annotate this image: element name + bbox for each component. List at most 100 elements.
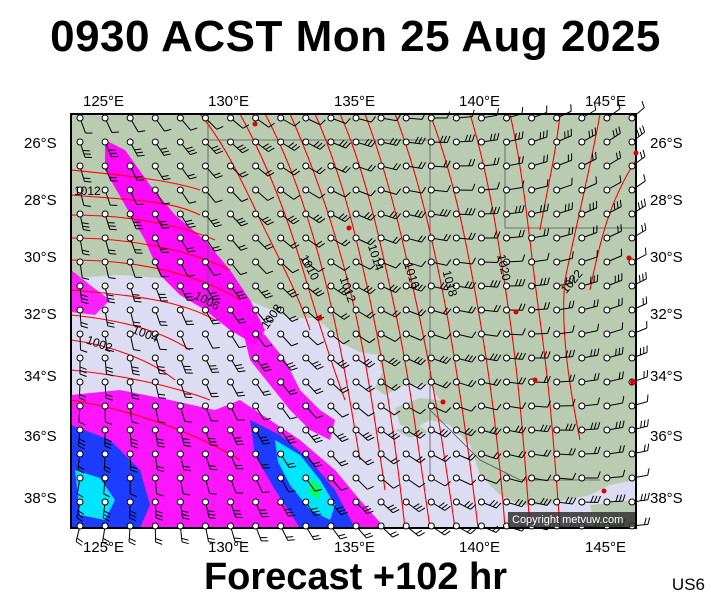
- grid-station: [151, 498, 159, 506]
- lat-label: 36°S: [650, 428, 683, 445]
- grid-station: [628, 474, 636, 482]
- grid-station: [352, 378, 360, 386]
- wind-barb-feather: [639, 151, 643, 159]
- grid-station: [201, 378, 209, 386]
- grid-station: [477, 306, 485, 314]
- wind-barb-feather: [363, 285, 370, 291]
- grid-station: [201, 138, 209, 146]
- grid-station: [101, 162, 109, 170]
- grid-station: [402, 234, 410, 242]
- grid-station: [176, 162, 184, 170]
- wind-barb-feather: [83, 229, 91, 232]
- wind-barb-feather: [261, 463, 269, 466]
- grid-station: [528, 426, 536, 434]
- grid-station: [553, 258, 561, 266]
- wind-barb-feather: [319, 193, 326, 199]
- wind-barb-feather: [290, 242, 297, 247]
- wind-barb-feather: [615, 348, 617, 356]
- wind-barb-feather: [518, 352, 523, 360]
- wind-barb-feather: [79, 394, 87, 398]
- wind-barb-feather: [496, 379, 502, 386]
- grid-station: [603, 114, 611, 122]
- grid-station: [327, 282, 335, 290]
- wind-barb-feather: [82, 277, 90, 280]
- grid-station: [603, 330, 611, 338]
- wind-barb-feather: [214, 224, 222, 228]
- grid-station: [302, 498, 310, 506]
- wind-barb-feather: [568, 350, 572, 358]
- wind-barb-feather: [155, 510, 163, 514]
- wind-barb-feather: [213, 148, 221, 152]
- wind-barb-feather: [496, 329, 502, 337]
- wind-barb-feather: [616, 201, 619, 209]
- wind-barb-feather: [588, 130, 591, 138]
- grid-station: [402, 498, 410, 506]
- grid-station: [427, 378, 435, 386]
- wind-barb-feather: [368, 387, 375, 393]
- grid-station: [603, 378, 611, 386]
- wind-barb-feather: [622, 395, 625, 404]
- wind-barb-feather: [208, 513, 216, 516]
- grid-station: [553, 162, 561, 170]
- wind-barb-feather: [392, 509, 400, 514]
- wind-barb-feather: [518, 156, 521, 164]
- wind-barb-feather: [238, 370, 246, 373]
- grid-station: [101, 354, 109, 362]
- wind-barb-feather: [268, 122, 275, 128]
- grid-station: [528, 162, 536, 170]
- wind-barb-feather: [571, 275, 575, 284]
- grid-station: [252, 282, 260, 290]
- wind-barb-feather: [396, 188, 402, 195]
- grid-station: [126, 162, 134, 170]
- wind-barb-feather: [288, 364, 296, 369]
- wind-barb-feather: [366, 238, 373, 244]
- wind-barb-feather: [290, 217, 297, 223]
- grid-station: [227, 474, 235, 482]
- wind-barb-feather: [589, 276, 592, 284]
- wind-barb-feather: [495, 527, 502, 533]
- wind-barb-feather: [137, 154, 145, 157]
- wind-barb-feather: [444, 530, 451, 536]
- grid-station: [227, 330, 235, 338]
- wind-barb-feather: [618, 445, 622, 453]
- wind-barb-feather: [643, 517, 647, 525]
- wind-barb-feather: [262, 143, 269, 148]
- wind-barb-feather: [107, 297, 115, 300]
- wind-barb-feather: [572, 300, 575, 308]
- wind-barb-feather: [315, 216, 323, 222]
- grid-station: [553, 306, 561, 314]
- wind-barb-feather: [471, 208, 476, 216]
- grid-station: [628, 330, 636, 338]
- grid-station: [377, 330, 385, 338]
- grid-station: [277, 426, 285, 434]
- wind-barb-feather: [161, 150, 170, 153]
- wind-barb-feather: [468, 306, 473, 313]
- grid-station: [427, 402, 435, 410]
- lon-label: 140°E: [459, 93, 500, 110]
- wind-barb-feather: [464, 427, 470, 434]
- wind-barb-feather: [540, 351, 544, 359]
- wind-barb-feather: [207, 510, 215, 513]
- map-title: 0930 ACST Mon 25 Aug 2025: [50, 12, 661, 61]
- wind-barb-feather: [155, 538, 163, 542]
- grid-station: [277, 162, 285, 170]
- wind-barb-feather: [467, 379, 473, 386]
- grid-station: [377, 138, 385, 146]
- wind-barb-feather: [568, 276, 571, 284]
- grid-station: [151, 282, 159, 290]
- wind-barb-feather: [647, 492, 650, 500]
- wind-barb-feather: [446, 333, 452, 340]
- wind-barb-feather: [515, 279, 519, 287]
- wind-barb-feather: [547, 277, 550, 285]
- grid-station: [427, 186, 435, 194]
- grid-station: [452, 522, 460, 530]
- wind-barb-feather: [445, 456, 451, 462]
- grid-station: [201, 234, 209, 242]
- grid-station: [277, 234, 285, 242]
- grid-station: [201, 282, 209, 290]
- grid-station: [151, 354, 159, 362]
- wind-barb-feather: [135, 176, 143, 178]
- wind-barb-feather: [522, 352, 526, 360]
- grid-station: [151, 522, 159, 530]
- wind-barb-feather: [621, 346, 624, 354]
